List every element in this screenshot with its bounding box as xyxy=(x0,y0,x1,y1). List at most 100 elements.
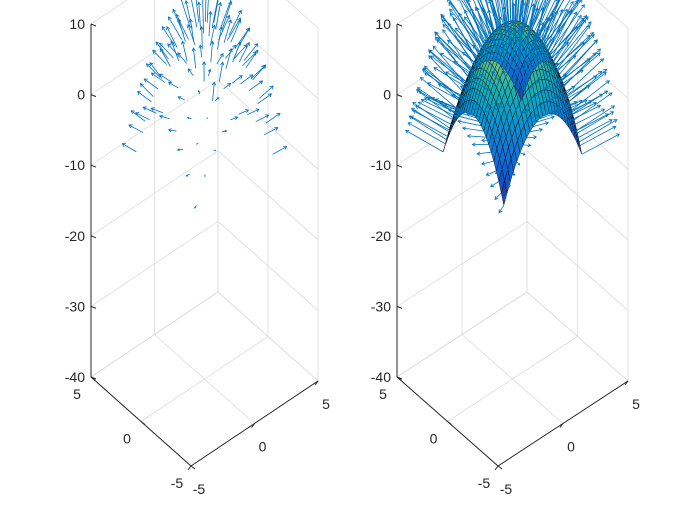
quiver-arrow xyxy=(411,107,450,133)
quiver-arrow xyxy=(265,112,281,124)
quiver-arrow xyxy=(503,192,508,200)
quiver-arrowhead xyxy=(449,8,454,13)
quiver-arrowhead xyxy=(194,206,197,209)
quiver-arrowhead xyxy=(436,39,441,44)
quiver-arrow xyxy=(140,83,154,97)
quiver-arrowhead xyxy=(596,48,601,53)
quiver-arrowhead xyxy=(563,8,568,13)
quiver-arrowhead xyxy=(494,170,499,174)
quiver-arrow xyxy=(568,72,607,103)
quiver-arrow xyxy=(442,29,473,74)
quiver-arrowhead xyxy=(498,16,503,21)
quiver-arrow xyxy=(520,51,527,101)
quiver-arrow xyxy=(581,133,620,155)
quiver-arrow xyxy=(143,106,157,114)
quiver-arrow xyxy=(457,120,482,127)
quiver-arrow xyxy=(470,8,490,61)
quiver-arrowhead xyxy=(155,41,160,46)
z-tick xyxy=(396,94,403,98)
quiver-arrow xyxy=(512,3,515,60)
z-tick-label: 10 xyxy=(69,16,85,32)
quiver-arrow xyxy=(412,102,450,129)
quiver-arrowhead xyxy=(172,8,177,13)
quiver-arrowhead xyxy=(487,9,492,14)
tick-labels: -5 0 5 -5 0 5 10 0 -10 -20 -30 -40 xyxy=(65,16,330,497)
quiver-arrow xyxy=(252,64,267,81)
quiver-arrow xyxy=(428,49,465,85)
quiver-arrowhead xyxy=(575,0,580,4)
quiver-arrow xyxy=(516,0,520,32)
quiver-arrowhead xyxy=(610,111,615,116)
quiver-arrowhead xyxy=(502,6,507,11)
quiver-arrow xyxy=(497,37,507,64)
quiver-arrow xyxy=(488,9,499,64)
quiver-arrow xyxy=(541,9,563,63)
quiver-arrowhead xyxy=(447,0,451,3)
quiver-arrowhead xyxy=(577,14,582,19)
quiver-arrow xyxy=(546,17,585,59)
quiver-arrow xyxy=(130,110,146,122)
quiver-arrow xyxy=(155,41,169,60)
quiver-arrow xyxy=(520,0,525,22)
quiver-arrowhead xyxy=(243,44,248,49)
quiver-arrow xyxy=(518,2,525,59)
quiver-arrowhead xyxy=(453,17,457,22)
quiver-arrow xyxy=(486,104,499,111)
y-tick-label: -5 xyxy=(171,475,184,491)
quiver-arrow xyxy=(445,71,478,90)
quiver-arrow xyxy=(199,45,203,58)
quiver-arrowhead xyxy=(518,42,523,47)
quiver-arrow xyxy=(441,19,475,64)
quiver-arrowhead xyxy=(184,0,189,5)
quiver-arrowhead xyxy=(604,113,610,118)
quiver-arrow xyxy=(543,9,568,62)
quiver-arrow xyxy=(453,17,480,66)
quiver-arrow xyxy=(556,34,595,73)
quiver-arrowhead xyxy=(466,112,471,117)
quiver-arrow xyxy=(161,26,176,47)
grid-line xyxy=(90,0,128,25)
quiver-arrow xyxy=(206,0,209,23)
quiver-arrowhead xyxy=(494,195,499,200)
quiver-arrow xyxy=(546,9,573,62)
quiver-arrowhead xyxy=(211,81,217,86)
quiver-arrow xyxy=(558,52,597,84)
quiver-arrowhead xyxy=(237,41,242,46)
quiver-arrow xyxy=(263,127,278,136)
quiver-arrow xyxy=(212,82,215,101)
quiver-arrowhead xyxy=(540,7,545,12)
quiver-arrow xyxy=(151,72,166,83)
quiver-arrow xyxy=(522,0,529,33)
quiver-arrow xyxy=(576,105,615,131)
quiver-arrow xyxy=(463,0,487,43)
quiver-arrowhead xyxy=(167,128,172,133)
quiver-arrowhead xyxy=(526,25,532,30)
quiver-arrow xyxy=(476,108,493,114)
quiver-arrow xyxy=(547,0,580,52)
quiver-arrow xyxy=(238,109,249,115)
quiver-arrow xyxy=(517,0,523,28)
quiver-arrowhead xyxy=(150,72,155,77)
quiver-arrow xyxy=(538,11,558,65)
quiver-arrow xyxy=(177,52,188,64)
z-tick-label: -20 xyxy=(65,228,85,244)
quiver-arrowhead xyxy=(128,124,133,129)
quiver-arrow xyxy=(523,43,531,94)
quiver-arrowhead xyxy=(274,127,279,131)
quiver-arrow xyxy=(515,0,524,49)
quiver-arrowhead xyxy=(516,104,519,108)
quiver-arrow xyxy=(521,0,528,24)
quiver-arrow xyxy=(230,116,238,121)
quiver-arrowhead xyxy=(485,104,491,109)
quiver-arrowhead xyxy=(434,36,439,41)
right-3d-surface-quiver-plot: -5 0 5 -5 0 5 10 0 -10 -20 -30 -40 xyxy=(371,0,640,497)
quiver-arrowhead xyxy=(187,68,192,73)
quiver-arrowhead xyxy=(267,93,273,98)
quiver-arrowhead xyxy=(432,45,437,50)
quiver-arrowhead xyxy=(448,1,453,6)
quiver-arrow xyxy=(428,55,463,92)
quiver-arrow xyxy=(218,62,224,82)
quiver-arrowhead xyxy=(492,12,497,17)
quiver-arrowhead xyxy=(219,53,224,58)
